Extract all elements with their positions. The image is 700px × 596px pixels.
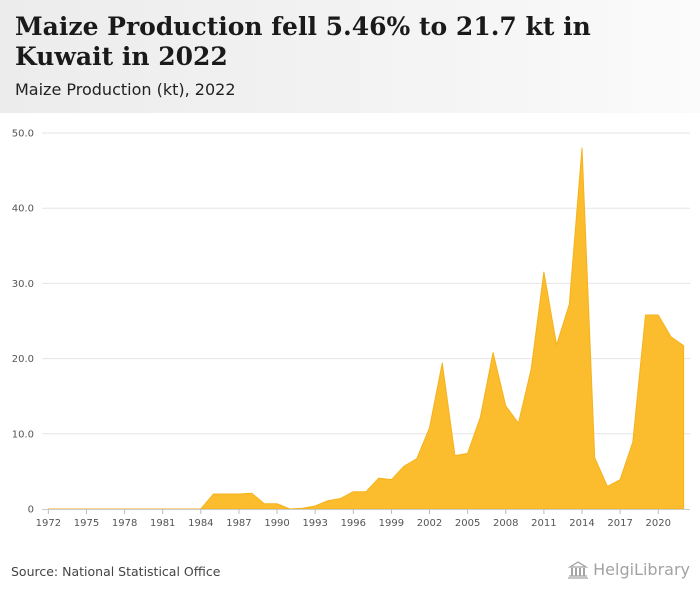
y-tick-label: 30.0: [12, 279, 34, 290]
y-tick-label: 0: [28, 505, 34, 516]
logo-text: HelgiLibrary: [593, 560, 690, 579]
y-tick-label: 10.0: [12, 429, 34, 440]
x-tick-label: 2005: [455, 518, 480, 529]
x-tick-label: 1972: [36, 518, 61, 529]
area-chart: 0 10.0 20.0 30.0 40.0 50.0 1972 1975 1978 1981 198…: [12, 129, 690, 529]
x-tick-label: 1993: [302, 518, 327, 529]
x-tick-label: 2014: [569, 518, 594, 529]
x-tick-label: 2008: [493, 518, 518, 529]
source-note: Source: National Statistical Office: [11, 564, 221, 579]
chart-subtitle: Maize Production (kt), 2022: [15, 80, 236, 99]
y-tick-label: 20.0: [12, 354, 34, 365]
x-tick-label: 1981: [150, 518, 175, 529]
series-area: [47, 147, 685, 510]
header-band: Maize Production fell 5.46% to 21.7 kt i…: [0, 0, 700, 113]
library-building-icon: [567, 560, 589, 579]
x-tick-label: 2002: [417, 518, 442, 529]
x-tick-label: 2020: [646, 518, 671, 529]
y-tick-label: 40.0: [12, 204, 34, 215]
x-tick-label: 1990: [264, 518, 289, 529]
x-tick-label: 2011: [531, 518, 556, 529]
x-tick-label: 1999: [379, 518, 404, 529]
x-tick-label: 1987: [226, 518, 251, 529]
x-tick-label: 1996: [341, 518, 366, 529]
x-tick-label: 2017: [607, 518, 632, 529]
y-tick-label: 50.0: [12, 129, 34, 140]
helgi-library-logo: HelgiLibrary: [567, 560, 690, 579]
x-tick-label: 1984: [188, 518, 213, 529]
x-tick-label: 1975: [74, 518, 99, 529]
chart-title: Maize Production fell 5.46% to 21.7 kt i…: [15, 12, 591, 71]
x-tick-label: 1978: [112, 518, 137, 529]
